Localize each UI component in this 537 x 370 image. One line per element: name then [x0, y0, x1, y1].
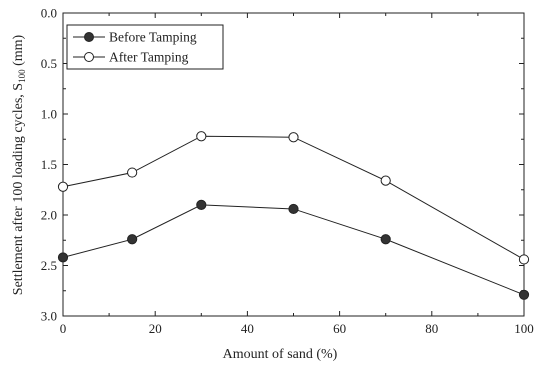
legend-box	[66, 24, 224, 70]
y-axis-title-main: Settlement after 100 loading cycles, S	[11, 83, 26, 295]
data-point-before-tamping	[288, 203, 299, 215]
legend-after-label: After Tamping	[109, 50, 189, 65]
data-point-after-tamping	[380, 175, 391, 186]
data-point-before-tamping	[380, 234, 391, 245]
x-tick-label: 60	[333, 321, 346, 336]
data-point-after-tamping	[288, 132, 299, 143]
x-tick-label: 0	[60, 321, 67, 336]
y-tick-label: 0.5	[41, 56, 57, 71]
data-point-before-tamping	[196, 199, 207, 210]
y-tick-label: 1.5	[41, 157, 57, 172]
y-tick-label: 0.0	[41, 6, 57, 21]
data-point-after-tamping	[57, 181, 69, 192]
x-tick-label: 80	[425, 321, 438, 336]
data-point-after-tamping	[127, 167, 138, 178]
data-point-before-tamping	[127, 234, 138, 245]
y-tick-label: 1.0	[41, 107, 57, 122]
series-line-after-tamping	[62, 135, 525, 260]
legend-after-marker	[84, 52, 94, 62]
y-axis-ticks: 0.0 0.5 1.0 1.5 2.0 2.5 3.0	[41, 6, 524, 324]
data-point-before-tamping	[518, 289, 530, 300]
y-tick-label: 2.5	[41, 258, 57, 273]
y-axis-title-subscript: 100	[17, 69, 27, 83]
data-point-before-tamping	[57, 252, 69, 263]
series-group	[57, 131, 530, 300]
x-axis-ticks: 0 20 40 60 80 100	[60, 13, 534, 336]
series-line-before-tamping	[62, 204, 525, 296]
x-tick-label: 20	[149, 321, 162, 336]
x-tick-label: 100	[514, 321, 534, 336]
legend-before-marker	[84, 32, 94, 42]
y-tick-label: 2.0	[41, 208, 57, 223]
x-tick-label: 40	[241, 321, 254, 336]
y-axis-title: Settlement after 100 loading cycles, S10…	[11, 34, 27, 295]
y-tick-label: 3.0	[41, 309, 57, 324]
x-axis-title: Amount of sand (%)	[223, 347, 338, 362]
y-axis-title-unit: (mm)	[11, 34, 26, 69]
legend-before-label: Before Tamping	[109, 30, 197, 45]
data-point-after-tamping	[518, 254, 530, 265]
data-point-after-tamping	[196, 131, 207, 142]
legend: Before Tamping After Tamping	[66, 24, 224, 70]
